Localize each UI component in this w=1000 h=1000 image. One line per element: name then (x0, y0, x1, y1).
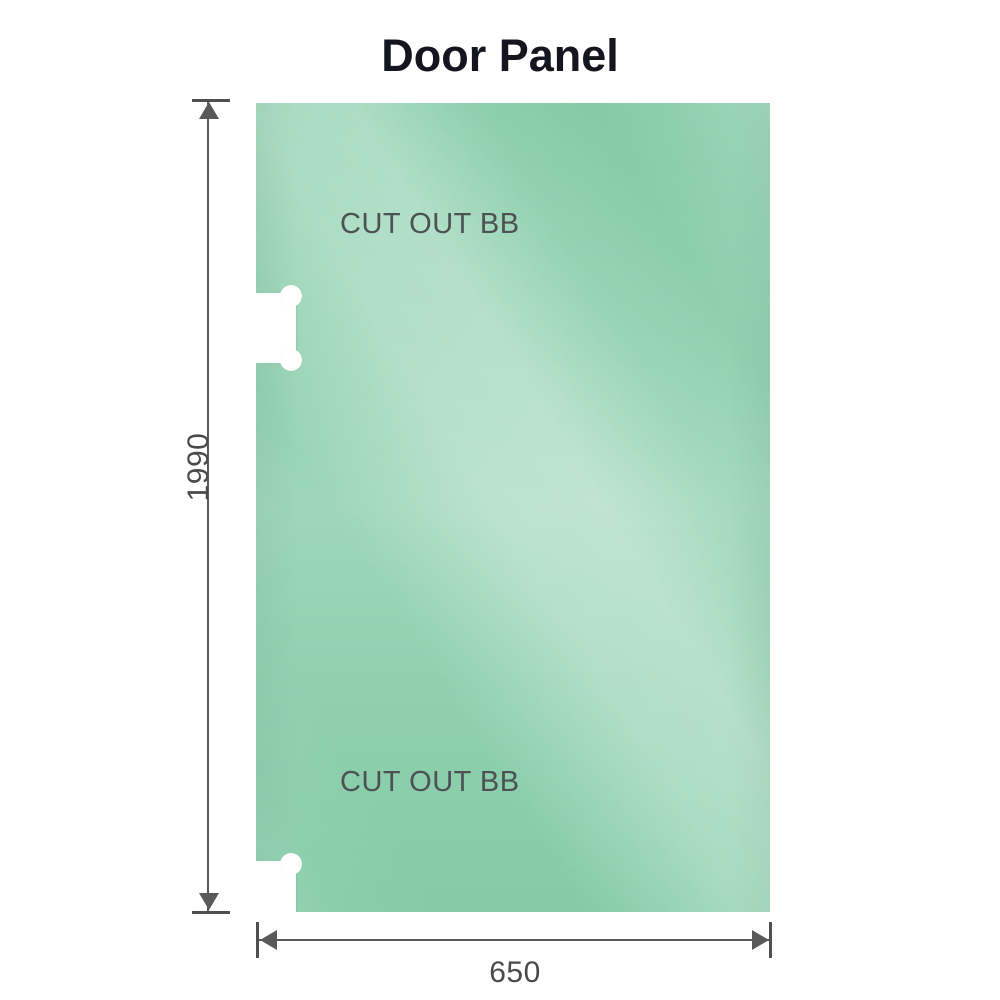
arrow-up-icon (199, 102, 219, 119)
width-dimension-tick-left (256, 922, 259, 958)
cutout-bottom-label: CUT OUT BB (340, 766, 520, 798)
panel-diagonal-sheen-secondary (256, 103, 770, 912)
cutout-bottom-lobe-upper (280, 853, 302, 875)
panel-vertical-tint (256, 103, 770, 912)
height-dimension-tick-bottom (192, 911, 230, 914)
arrow-left-icon (260, 930, 277, 950)
arrow-down-icon (199, 893, 219, 910)
width-dimension-line (258, 939, 772, 941)
width-dimension-tick-right (769, 922, 772, 958)
panel-diagonal-sheen (256, 103, 770, 912)
width-dimension-label: 650 (489, 956, 541, 989)
cutout-top-label: CUT OUT BB (340, 208, 520, 240)
cutout-bottom (256, 853, 302, 912)
height-dimension-tick-top (192, 99, 230, 102)
cutout-top-lobe-lower (280, 349, 302, 371)
cutout-top (256, 285, 302, 371)
arrow-right-icon (752, 930, 769, 950)
page-title: Door Panel (381, 30, 619, 81)
height-dimension-line (207, 100, 209, 914)
cutout-top-lobe-upper (280, 285, 302, 307)
door-panel-glass (256, 103, 770, 912)
panel-edge-shading (256, 103, 770, 912)
height-dimension-label: 1990 (182, 432, 215, 502)
